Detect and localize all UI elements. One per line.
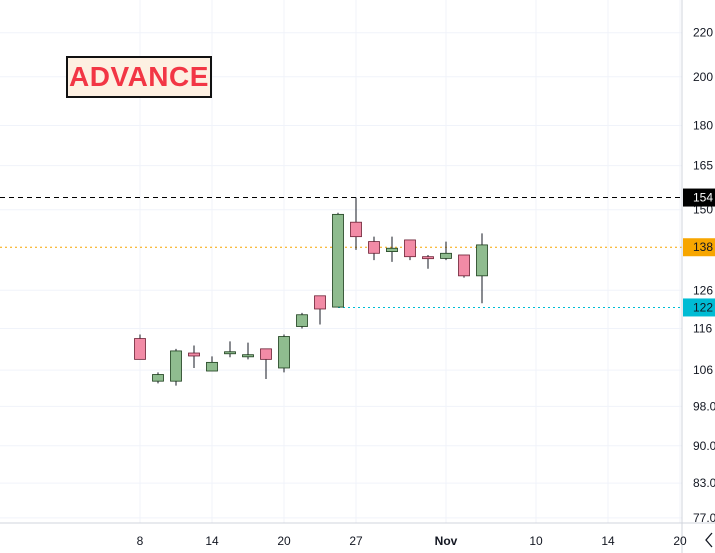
y-tick-label: 90.0	[693, 439, 715, 453]
x-tick-label: Nov	[435, 534, 458, 548]
candle	[134, 334, 146, 360]
candle	[440, 241, 452, 261]
candle-body	[458, 254, 470, 277]
candle	[296, 312, 308, 329]
candle	[224, 341, 236, 358]
y-tick-label: 200	[693, 70, 713, 84]
candle-body	[350, 221, 362, 238]
candle-body	[260, 348, 272, 360]
candle-body	[134, 338, 146, 360]
chevron-left-icon	[705, 532, 713, 548]
candle	[332, 212, 344, 308]
y-tick-label: 126	[693, 283, 713, 297]
y-tick-label: 98.0	[693, 399, 715, 413]
level-badge-label: 154	[693, 191, 713, 205]
candle-body	[422, 256, 434, 260]
candle	[152, 372, 164, 384]
candle	[314, 295, 326, 325]
candle-body	[440, 252, 452, 259]
x-tick-label: 14	[205, 534, 219, 548]
candle	[260, 348, 272, 379]
candle	[422, 254, 434, 269]
candle-body	[170, 350, 182, 382]
level-badge-122	[683, 298, 715, 317]
candle	[188, 345, 200, 368]
candle	[170, 348, 182, 386]
x-tick-label: 14	[601, 534, 615, 548]
candle-body	[314, 295, 326, 310]
level-badge-154	[683, 188, 715, 207]
candle	[242, 342, 254, 360]
x-tick-label: 10	[529, 534, 543, 548]
candles	[134, 197, 488, 386]
x-tick-label: 8	[137, 534, 144, 548]
level-badge-label: 122	[693, 300, 713, 314]
candle-body	[332, 213, 344, 308]
advance-badge-text: ADVANCE	[69, 61, 209, 92]
candle	[350, 197, 362, 250]
level-badge-label: 138	[693, 240, 713, 254]
candle-body	[242, 354, 254, 358]
candle-body	[368, 241, 380, 254]
candle-body	[224, 351, 236, 355]
candle	[278, 334, 290, 373]
candle	[476, 233, 488, 304]
candle	[404, 239, 416, 261]
y-tick-label: 180	[693, 118, 713, 132]
candle-body	[152, 374, 164, 382]
candle-body	[476, 244, 488, 277]
y-tick-label: 83.0	[693, 476, 715, 490]
candle	[458, 254, 470, 278]
candle-body	[206, 361, 218, 372]
y-tick-label: 77.0	[693, 511, 715, 525]
x-tick-label: 20	[277, 534, 291, 548]
advance-badge: ADVANCE	[66, 56, 212, 98]
y-tick-label: 165	[693, 159, 713, 173]
level-badge-138	[683, 238, 715, 257]
candle	[368, 236, 380, 261]
candle	[386, 236, 398, 262]
candle-body	[188, 352, 200, 357]
x-tick-label: 20	[673, 534, 687, 548]
x-tick-label: 27	[349, 534, 363, 548]
candle	[206, 356, 218, 372]
candle-body	[278, 336, 290, 369]
y-tick-label: 106	[693, 363, 713, 377]
candle-body	[386, 247, 398, 252]
settings-chevron-icon[interactable]	[705, 532, 713, 548]
y-tick-label: 220	[693, 26, 713, 40]
candle-body	[296, 314, 308, 327]
y-tick-label: 116	[693, 321, 712, 335]
candle-body	[404, 239, 416, 258]
